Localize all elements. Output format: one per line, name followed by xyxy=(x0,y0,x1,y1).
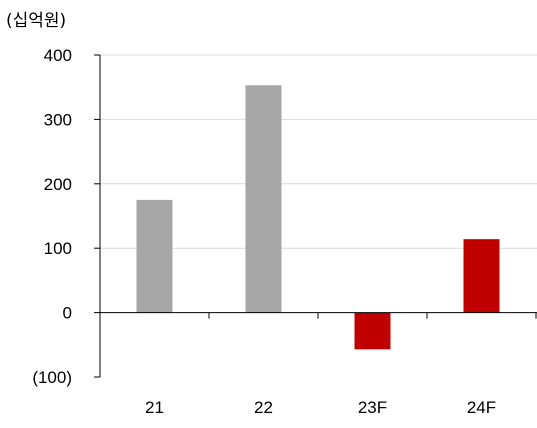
bar-21 xyxy=(136,199,173,313)
unit-label: (십억원) xyxy=(6,11,67,31)
x-tick-label: 23F xyxy=(358,398,387,417)
tick-labels: (100) 0 100 200 300 400 21 22 23F 24F xyxy=(32,46,496,417)
bars xyxy=(136,85,500,350)
y-tick-label: 300 xyxy=(44,110,72,129)
y-tick-label: 100 xyxy=(44,239,72,258)
bar-22 xyxy=(245,85,282,313)
y-tick-label: (100) xyxy=(32,368,72,387)
bar-24F xyxy=(463,239,500,313)
x-tick-label: 22 xyxy=(254,398,273,417)
y-tick-label: 200 xyxy=(44,175,72,194)
y-tick-label: 400 xyxy=(44,46,72,65)
axes xyxy=(94,54,537,378)
bar-23F xyxy=(354,312,391,350)
x-tick-label: 24F xyxy=(467,398,496,417)
y-tick-label: 0 xyxy=(63,304,72,323)
x-tick-label: 21 xyxy=(145,398,164,417)
